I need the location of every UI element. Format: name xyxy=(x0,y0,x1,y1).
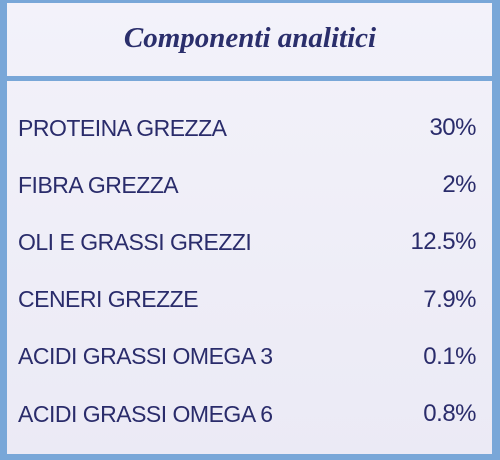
table-row: PROTEINA GREZZA 30% xyxy=(18,108,476,148)
border-left xyxy=(0,0,7,460)
table-row: FIBRA GREZZA 2% xyxy=(18,165,476,205)
border-bottom xyxy=(0,454,500,460)
row-value: 2% xyxy=(442,171,476,199)
border-right xyxy=(492,0,500,460)
row-label: CENERI GREZZE xyxy=(18,286,199,313)
border-top xyxy=(0,0,500,3)
row-value: 12.5% xyxy=(410,228,476,256)
row-label: ACIDI GRASSI OMEGA 3 xyxy=(18,343,273,370)
row-label: PROTEINA GREZZA xyxy=(18,114,227,141)
row-label: ACIDI GRASSI OMEGA 6 xyxy=(18,400,273,427)
row-value: 0.1% xyxy=(423,342,476,370)
row-value: 7.9% xyxy=(423,285,476,313)
table-row: CENERI GREZZE 7.9% xyxy=(18,280,476,320)
table-row: ACIDI GRASSI OMEGA 3 0.1% xyxy=(18,337,476,377)
row-value: 30% xyxy=(429,114,476,141)
header-divider xyxy=(0,76,500,81)
row-value: 0.8% xyxy=(423,400,476,427)
table-row: ACIDI GRASSI OMEGA 6 0.8% xyxy=(18,394,476,434)
row-label: OLI E GRASSI GREZZI xyxy=(18,228,252,255)
table-row: OLI E GRASSI GREZZI 12.5% xyxy=(18,222,476,262)
row-label: FIBRA GREZZA xyxy=(18,171,179,198)
title: Componenti analitici xyxy=(123,22,377,54)
